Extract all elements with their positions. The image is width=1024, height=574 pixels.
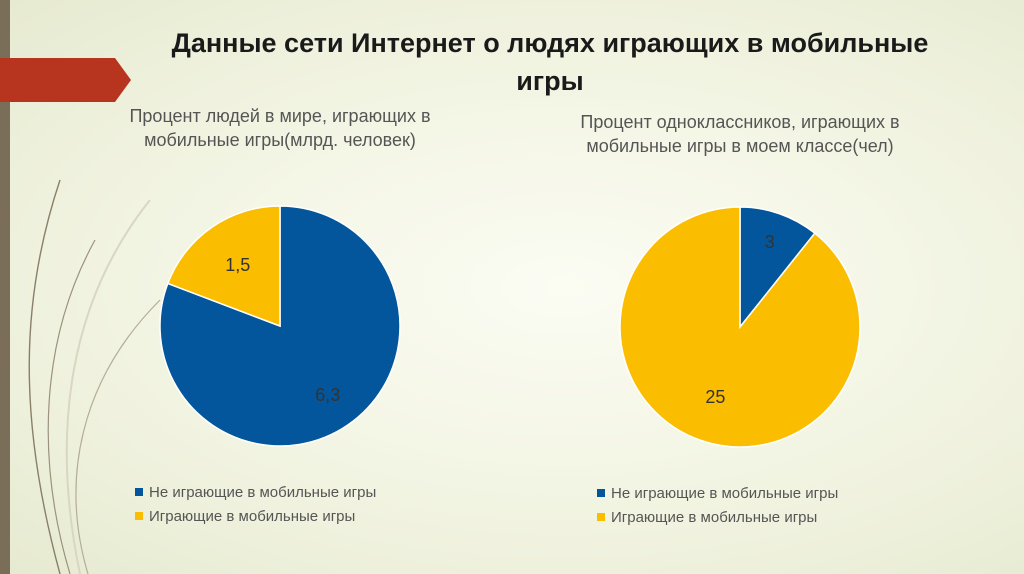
legend-label: Играющие в мобильные игры [611,508,818,526]
legend-swatch [597,489,605,497]
left-vertical-bar [0,0,10,574]
chart2-legend: Не играющие в мобильные игры Играющие в … [597,481,838,529]
chart2-title: Процент одноклассников, играющих в мобил… [580,112,900,156]
legend-label: Играющие в мобильные игры [149,507,356,525]
pie-data-label: 1,5 [225,255,250,275]
pie-data-label: 25 [705,387,725,407]
chart1-pie: 6,3 1,5 [159,205,401,447]
slide-title: Данные сети Интернет о людях играющих в … [171,28,929,96]
legend-label: Не играющие в мобильные игры [611,484,839,502]
chart2-pie: 3 25 [619,206,861,448]
pie-data-label: 3 [765,232,775,252]
legend-item: Играющие в мобильные игры [597,505,838,529]
legend-item: Играющие в мобильные игры [135,504,376,528]
pie-data-label: 6,3 [315,385,340,405]
legend-item: Не играющие в мобильные игры [135,480,376,504]
decor-curve [65,199,151,574]
legend-swatch [135,488,143,496]
legend-swatch [135,512,143,520]
pie-slice [166,205,281,328]
legend-label: Не играющие в мобильные игры [149,483,377,501]
red-arrow-banner [0,58,131,102]
decor-curve [75,299,161,574]
legend-swatch [597,513,605,521]
decor-curve [47,239,96,574]
legend-item: Не играющие в мобильные игры [597,481,838,505]
pie-slice [619,206,861,448]
chart1-title: Процент людей в мире, играющих в мобильн… [129,106,431,150]
chart1-legend: Не играющие в мобильные игры Играющие в … [135,480,376,528]
pie-slice [739,206,816,330]
decor-curve [28,179,61,574]
pie-slice [159,205,401,447]
